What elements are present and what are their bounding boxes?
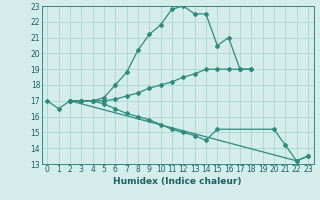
X-axis label: Humidex (Indice chaleur): Humidex (Indice chaleur): [113, 177, 242, 186]
